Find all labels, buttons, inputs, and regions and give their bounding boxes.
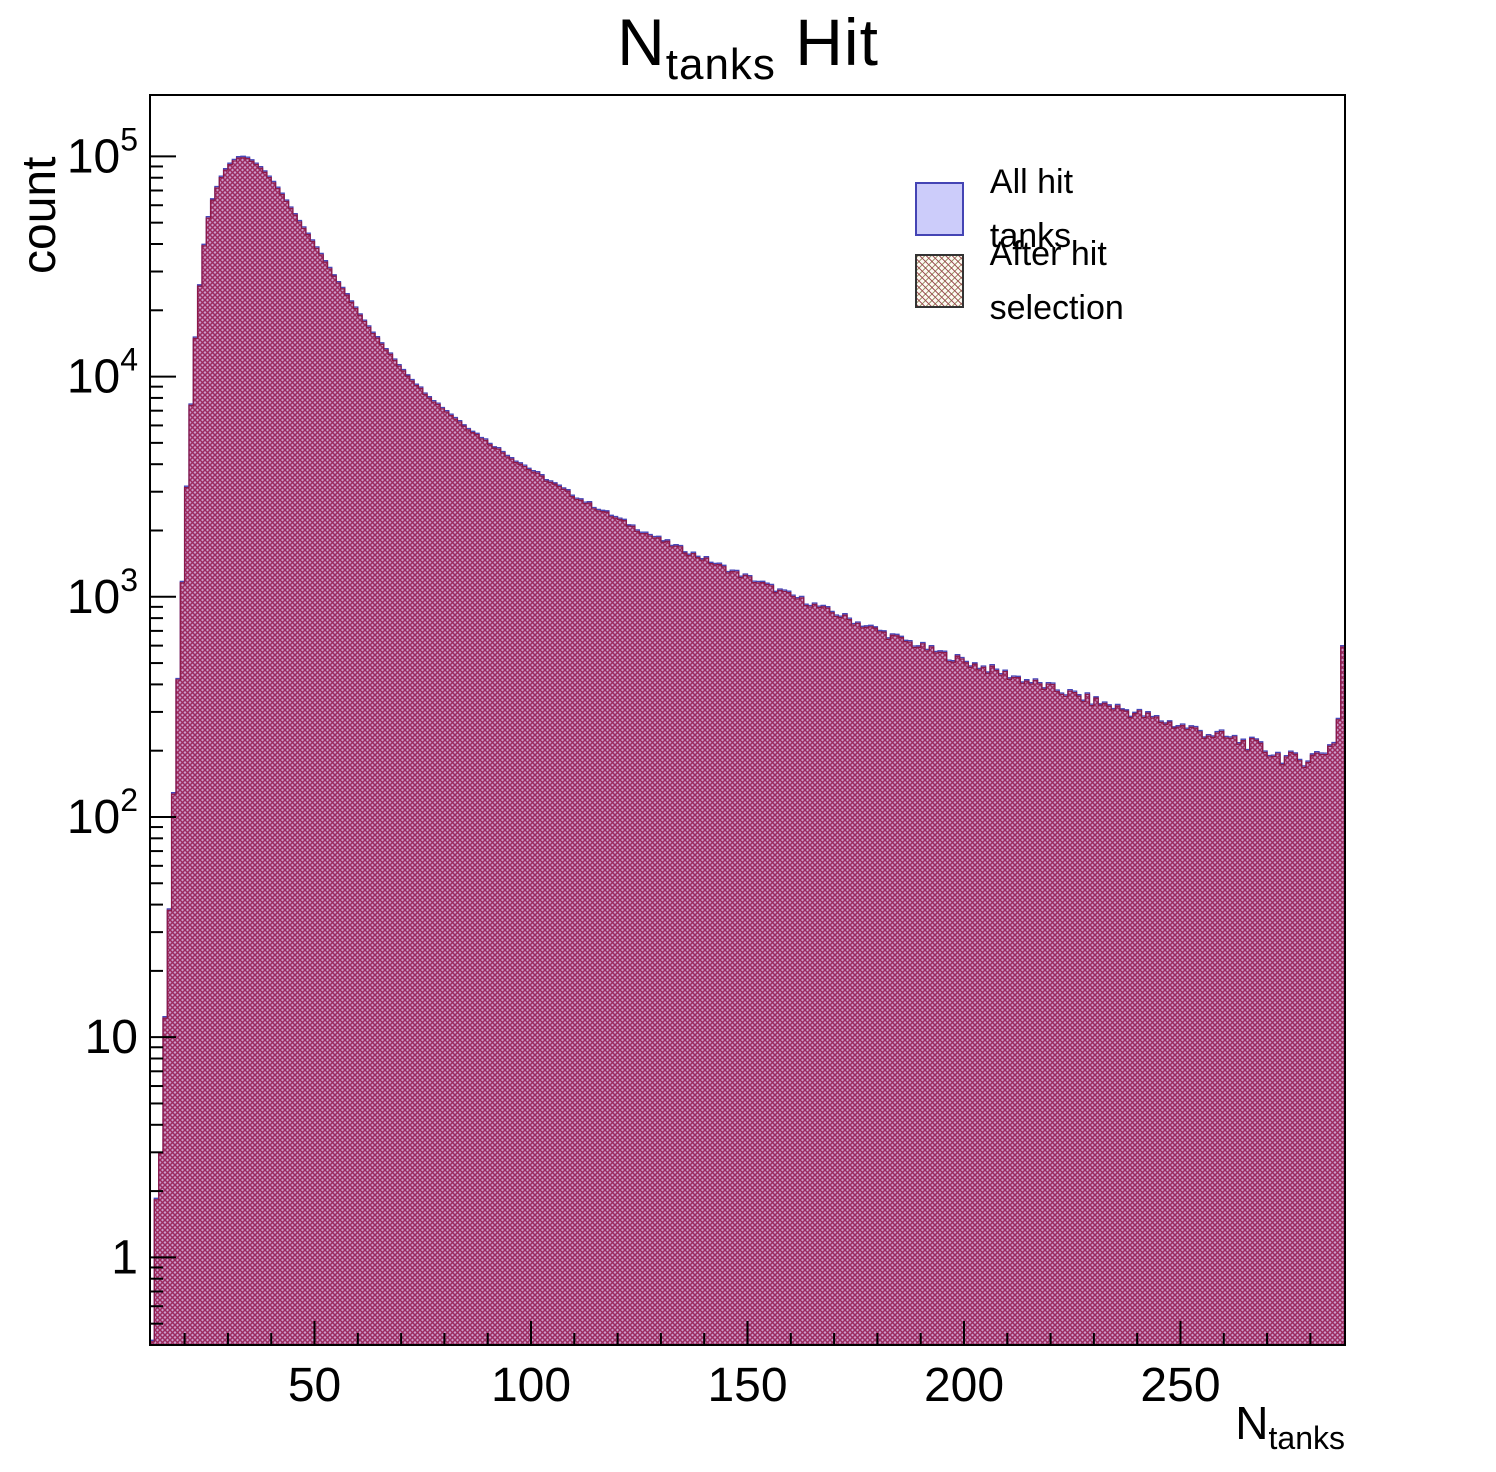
svg-text:200: 200 xyxy=(924,1359,1004,1412)
x-axis-title-subscript: tanks xyxy=(1268,1420,1345,1456)
svg-text:1: 1 xyxy=(111,1231,138,1284)
svg-text:105: 105 xyxy=(67,121,138,183)
y-tick-labels: 1 10 102 103 104 105 xyxy=(67,121,138,1284)
plot-title-main: N xyxy=(617,5,666,79)
legend-item-all-hit-tanks: All hit tanks xyxy=(915,155,1098,263)
plot-title: Ntanks Hit xyxy=(0,4,1496,90)
svg-text:150: 150 xyxy=(707,1359,787,1412)
legend-item-after-hit-selection: After hit selection xyxy=(915,227,1151,335)
x-axis-title: Ntanks xyxy=(1235,1396,1345,1457)
plot-title-suffix: Hit xyxy=(775,5,879,79)
legend-label-all-hit-tanks: All hit tanks xyxy=(989,163,1074,255)
axes xyxy=(149,94,1346,1346)
svg-text:104: 104 xyxy=(67,342,138,404)
x-tick-labels: 50 100 150 200 250 xyxy=(288,1359,1221,1412)
legend-swatch-after-hit-selection xyxy=(915,254,964,308)
svg-text:10: 10 xyxy=(85,1011,138,1064)
plot-title-subscript: tanks xyxy=(665,40,776,89)
svg-text:50: 50 xyxy=(288,1359,341,1412)
series-after-hit-selection xyxy=(150,157,1345,1345)
svg-text:102: 102 xyxy=(67,782,138,844)
legend-swatch-all-hit-tanks xyxy=(915,182,964,236)
svg-text:100: 100 xyxy=(491,1359,571,1412)
histogram-bars xyxy=(150,155,1345,1345)
y-axis-title: count xyxy=(13,156,66,274)
svg-text:250: 250 xyxy=(1140,1359,1220,1412)
svg-text:103: 103 xyxy=(67,562,138,624)
legend-label-after-hit-selection: After hit selection xyxy=(989,235,1124,327)
x-axis-title-main: N xyxy=(1235,1397,1269,1449)
